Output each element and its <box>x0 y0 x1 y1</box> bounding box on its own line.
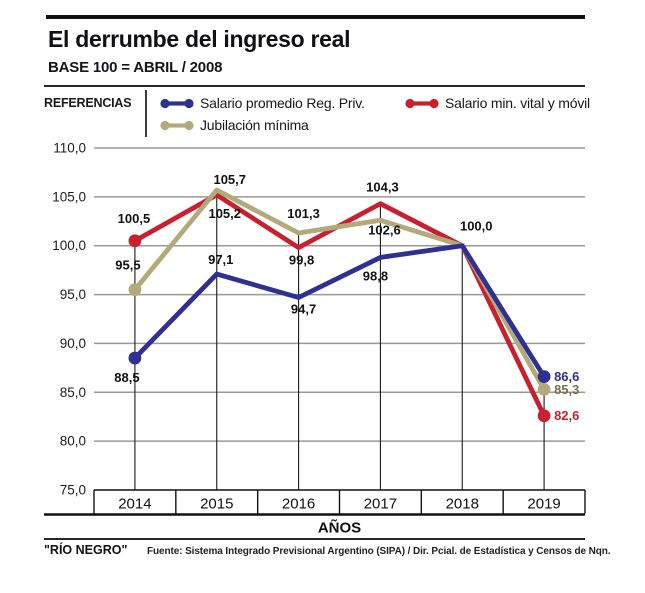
chart-subtitle: BASE 100 = ABRIL / 2008 <box>48 59 223 76</box>
data-label: 102,6 <box>368 222 401 237</box>
data-point-dot <box>537 382 551 396</box>
x-axis-year-label: 2018 <box>446 496 479 513</box>
data-label: 94,7 <box>291 302 316 317</box>
y-tick-label: 110,0 <box>53 141 86 156</box>
source-attribution: Fuente: Sistema Integrado Previsional Ar… <box>147 546 611 557</box>
legend-item-salario-promedio: Salario promedio Reg. Priv. <box>160 95 365 111</box>
legend-item-salario-minimo: Salario min. vital y móvil <box>405 95 590 111</box>
y-tick-label: 75,0 <box>60 483 86 498</box>
legend-label: Salario min. vital y móvil <box>445 95 590 111</box>
data-point-dot <box>537 409 551 423</box>
x-axis-title: AÑOS <box>318 519 361 537</box>
data-point-dot <box>537 370 551 384</box>
data-point-dot <box>128 283 142 297</box>
x-axis-year-label: 2015 <box>200 496 233 513</box>
data-label: 100,5 <box>118 211 151 226</box>
data-point-dot <box>128 234 142 248</box>
data-label: 105,7 <box>213 172 246 187</box>
footer-rule <box>44 538 585 540</box>
data-label: 101,3 <box>287 206 320 221</box>
line-marker-icon <box>160 98 194 108</box>
data-label: 100,0 <box>460 219 493 234</box>
y-tick-label: 80,0 <box>60 434 86 449</box>
data-label: 97,1 <box>208 252 233 267</box>
legend-heading: REFERENCIAS <box>44 96 132 110</box>
data-label: 98,8 <box>363 268 388 283</box>
x-axis-year-label: 2019 <box>527 496 560 513</box>
legend-label: Jubilación mínima <box>200 117 309 133</box>
y-tick-label: 90,0 <box>60 336 86 351</box>
series-line-0 <box>133 243 547 378</box>
x-axis-year-label: 2016 <box>282 496 315 513</box>
x-axis-year-label: 2014 <box>118 496 151 513</box>
data-label: 82,6 <box>554 408 579 423</box>
y-tick-label: 105,0 <box>52 189 86 204</box>
source-brand: "RÍO NEGRO" <box>44 543 128 557</box>
y-tick-label: 85,0 <box>60 385 86 400</box>
data-label: 95,5 <box>115 258 140 273</box>
data-label: 104,3 <box>366 180 399 195</box>
data-label: 99,8 <box>289 253 314 268</box>
y-tick-label: 100,0 <box>52 238 86 253</box>
legend-item-jubilacion-minima: Jubilación mínima <box>160 117 309 133</box>
data-point-dot <box>128 351 142 365</box>
legend-vertical-divider <box>145 90 147 137</box>
y-tick-label: 95,0 <box>60 287 86 302</box>
chart-title: El derrumbe del ingreso real <box>48 26 351 52</box>
data-label: 88,5 <box>114 370 139 385</box>
header-divider-rule <box>44 85 585 87</box>
data-label: 86,6 <box>554 369 579 384</box>
data-label: 85,3 <box>554 382 579 397</box>
top-rule <box>46 15 585 19</box>
x-axis-year-label: 2017 <box>364 496 397 513</box>
legend-label: Salario promedio Reg. Priv. <box>200 95 365 111</box>
line-marker-icon <box>405 98 439 108</box>
line-marker-icon <box>160 120 194 130</box>
data-label: 105,2 <box>208 206 241 221</box>
